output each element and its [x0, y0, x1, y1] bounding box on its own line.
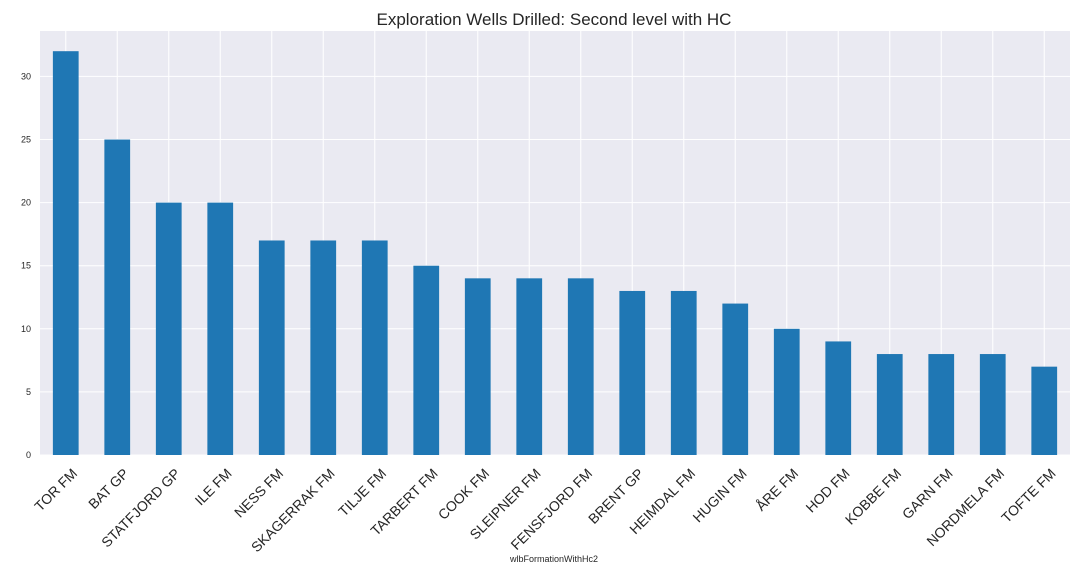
x-tick-label: ILE FM — [192, 465, 235, 508]
x-tick-label: BAT GP — [85, 465, 132, 512]
bar — [619, 290, 646, 455]
y-tick-label: 25 — [21, 135, 31, 145]
x-tick-label: KOBBE FM — [842, 465, 904, 527]
y-tick-label: 10 — [21, 324, 31, 334]
x-tick-label: TOFTE FM — [998, 465, 1059, 526]
x-tick-label: TOR FM — [31, 465, 80, 514]
y-tick-label: 15 — [21, 261, 31, 271]
x-tick-label: NESS FM — [231, 465, 286, 520]
y-tick-label: 5 — [26, 387, 31, 397]
bar — [1031, 366, 1058, 455]
bar — [567, 278, 594, 455]
x-axis-label: wlbFormationWithHc2 — [509, 554, 598, 564]
bar — [464, 278, 491, 455]
bar — [104, 139, 131, 455]
y-tick-label: 0 — [26, 450, 31, 460]
bar — [155, 202, 182, 455]
chart-title: Exploration Wells Drilled: Second level … — [377, 10, 732, 29]
bar — [52, 51, 79, 455]
bar — [413, 265, 440, 455]
bar — [979, 354, 1006, 455]
bar — [928, 354, 955, 455]
x-tick-label: HUGIN FM — [689, 465, 749, 525]
bar — [670, 290, 697, 455]
bar — [310, 240, 337, 455]
bar — [825, 341, 852, 455]
bar — [258, 240, 285, 455]
y-axis-ticks: 0 5 10 15 20 25 30 — [21, 71, 31, 460]
bar — [773, 328, 800, 455]
bar — [722, 303, 749, 455]
y-tick-label: 30 — [21, 71, 31, 81]
bars — [52, 51, 1058, 455]
x-tick-label: TILJE FM — [335, 465, 389, 519]
bar — [516, 278, 543, 455]
bar — [207, 202, 234, 455]
plot-area — [40, 31, 1070, 455]
bar — [876, 354, 903, 455]
bar — [361, 240, 388, 455]
x-tick-label: HOD FM — [802, 465, 852, 515]
y-tick-label: 20 — [21, 198, 31, 208]
x-tick-label: ÅRE FM — [753, 465, 802, 514]
